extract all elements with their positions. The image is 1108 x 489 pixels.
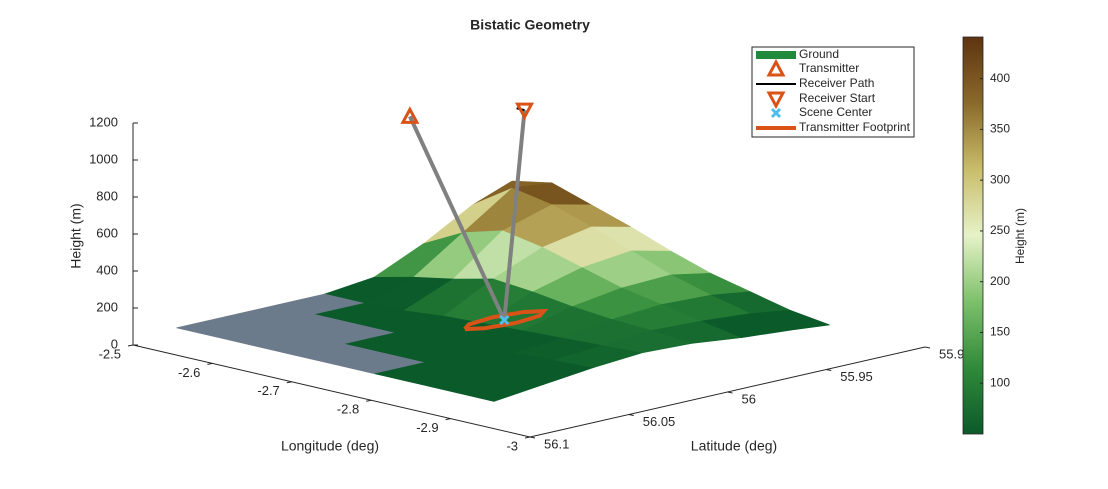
scene: -3 -2.9 -2.8 -2.7 -2.6 -2.5 55.9 55.95 56 56.05 56… xyxy=(89,102,964,453)
z-tick-label: 400 xyxy=(96,262,118,277)
z-tick-label: 0 xyxy=(111,336,118,351)
receiver-start-marker xyxy=(515,102,535,121)
y-tick-label: 56.05 xyxy=(643,414,676,429)
y-tick-label: 55.9 xyxy=(939,346,964,361)
x-tick-label: -2.9 xyxy=(416,420,438,435)
x-tick xyxy=(445,418,451,421)
z-axis-label: Height (m) xyxy=(68,203,84,268)
y-tick xyxy=(826,369,832,371)
colorbar-tick-label: 300 xyxy=(990,172,1010,186)
y-tick xyxy=(628,414,634,416)
sight-line xyxy=(502,109,527,321)
colorbar-tick-label: 100 xyxy=(990,375,1010,389)
y-tick-label: 55.95 xyxy=(840,369,873,384)
colorbar-label: Height (m) xyxy=(1013,208,1027,264)
legend-label: Transmitter Footprint xyxy=(799,120,911,134)
y-tick xyxy=(529,436,536,439)
legend-swatch xyxy=(770,107,782,119)
y-tick-label: 56 xyxy=(742,391,756,406)
colorbar-tick-label: 150 xyxy=(990,325,1010,339)
scene-center-marker xyxy=(499,315,510,326)
z-tick-label: 1000 xyxy=(89,151,118,166)
legend: Ground Transmitter Receiver Path Receive… xyxy=(751,46,915,138)
z-tick-label: 1200 xyxy=(89,114,118,129)
x-tick xyxy=(127,344,134,347)
colorbar-tick-label: 250 xyxy=(990,223,1010,237)
z-tick-label: 800 xyxy=(96,188,118,203)
x-tick xyxy=(207,362,213,365)
x-tick-label: -2.8 xyxy=(337,402,359,417)
legend-label: Ground xyxy=(799,47,839,61)
x-tick xyxy=(366,399,372,402)
sight-line xyxy=(408,115,507,321)
x-tick-label: -2.6 xyxy=(178,365,200,380)
x-tick-label: -2.7 xyxy=(257,383,279,398)
legend-label: Scene Center xyxy=(799,105,872,119)
z-tick-label: 200 xyxy=(96,299,118,314)
transmitter-footprint xyxy=(463,308,549,332)
colorbar-tick-label: 200 xyxy=(990,274,1010,288)
legend-label: Receiver Start xyxy=(799,91,876,105)
x-tick-label: -2.5 xyxy=(99,346,121,361)
legend-swatch xyxy=(766,58,786,77)
x-tick xyxy=(524,436,531,439)
x-axis-line xyxy=(132,344,531,438)
legend-swatch xyxy=(766,91,786,110)
x-tick-label: -3 xyxy=(506,438,518,453)
legend-label: Receiver Path xyxy=(799,76,874,90)
terrain-cell xyxy=(453,376,545,402)
x-tick xyxy=(286,381,292,384)
y-tick-label: 56.1 xyxy=(544,436,569,451)
legend-label: Transmitter xyxy=(799,61,859,75)
colorbar xyxy=(962,36,984,435)
y-tick xyxy=(924,346,931,349)
chart-title: Bistatic Geometry xyxy=(470,17,590,33)
colorbar-tick-label: 350 xyxy=(990,122,1010,136)
x-axis-label: Longitude (deg) xyxy=(281,438,379,454)
colorbar-tick-label: 400 xyxy=(990,71,1010,85)
y-tick xyxy=(727,391,733,394)
y-axis-label: Latitude (deg) xyxy=(691,438,777,454)
legend-swatch xyxy=(756,51,796,59)
z-tick-label: 600 xyxy=(96,225,118,240)
transmitter-marker xyxy=(400,106,420,124)
